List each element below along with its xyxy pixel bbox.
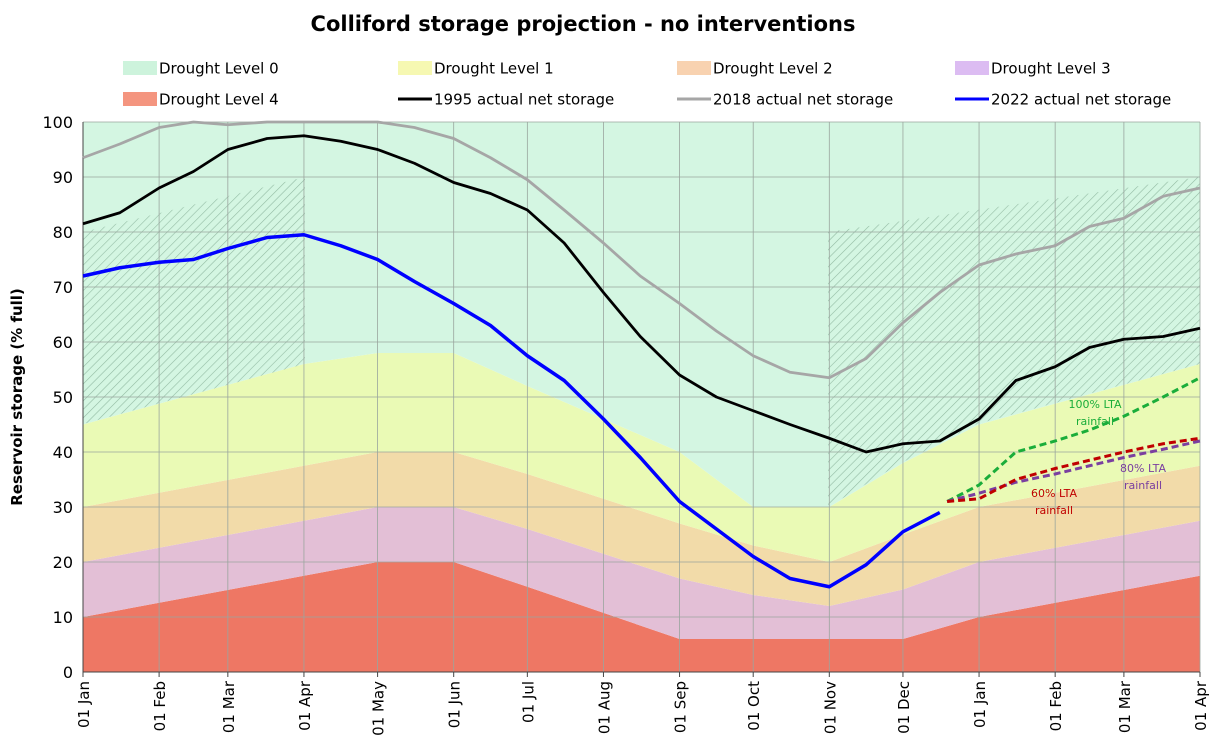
y-tick-label: 40 [53,443,73,462]
x-tick-label: 01 Jan [75,681,93,728]
projection-label: rainfall [1035,504,1073,517]
x-tick-label: 01 Jul [519,681,537,723]
y-tick-label: 80 [53,223,73,242]
x-tick-label: 01 Apr [296,680,314,731]
chart-title: Colliford storage projection - no interv… [311,12,856,36]
projection-label: 60% LTA [1031,487,1077,500]
x-tick-label: 01 Aug [595,681,613,734]
drought-band [83,562,1200,672]
legend-label: Drought Level 4 [159,91,279,109]
legend-label: 1995 actual net storage [434,91,614,109]
y-axis-title: Reservoir storage (% full) [8,288,26,506]
x-tick-label: 01 Jan [971,681,989,728]
legend-label: Drought Level 1 [434,60,554,78]
projection-line [946,439,1201,503]
legend-label: Drought Level 0 [159,60,279,78]
x-tick-label: 01 Sep [672,681,690,733]
drought-band [83,507,1200,639]
y-tick-label: 0 [63,663,73,682]
projection-line [946,376,1201,503]
y-tick-label: 100 [42,113,73,132]
projection-label: rainfall [1076,415,1114,428]
projection-label: 100% LTA [1069,398,1122,411]
legend-swatch [123,61,157,75]
x-tick-label: 01 Mar [1116,680,1134,733]
projection-label: rainfall [1124,479,1162,492]
y-tick-label: 60 [53,333,73,352]
x-tick-label: 01 Feb [151,681,169,731]
projection-line [947,436,1201,503]
legend-label: 2018 actual net storage [713,91,893,109]
series-line [82,134,1201,454]
x-tick-label: 01 Apr [1192,680,1210,731]
x-tick-label: 01 May [370,681,388,736]
y-tick-label: 70 [53,278,73,297]
series-line [82,120,1201,380]
x-tick-label: 01 Mar [220,680,238,733]
x-tick-label: 01 Dec [895,681,913,734]
legend-label: Drought Level 3 [991,60,1111,78]
hatch-overlay [83,177,305,424]
legend-swatch [398,61,432,75]
legend-swatch [677,61,711,75]
y-tick-label: 10 [53,608,73,627]
drought-band [83,452,1200,606]
series-line [82,233,941,589]
projection-label: 80% LTA [1120,462,1166,475]
y-tick-label: 30 [53,498,73,517]
y-tick-label: 50 [53,388,73,407]
legend-swatch [955,61,989,75]
y-tick-label: 20 [53,553,73,572]
x-tick-label: 01 Jun [446,681,464,728]
x-tick-label: 01 Nov [821,681,839,734]
legend-swatch [123,92,157,106]
y-tick-label: 90 [53,168,73,187]
x-tick-label: 01 Feb [1047,681,1065,731]
legend-label: Drought Level 2 [713,60,833,78]
legend-label: 2022 actual net storage [991,91,1171,109]
x-tick-label: 01 Oct [745,681,763,731]
